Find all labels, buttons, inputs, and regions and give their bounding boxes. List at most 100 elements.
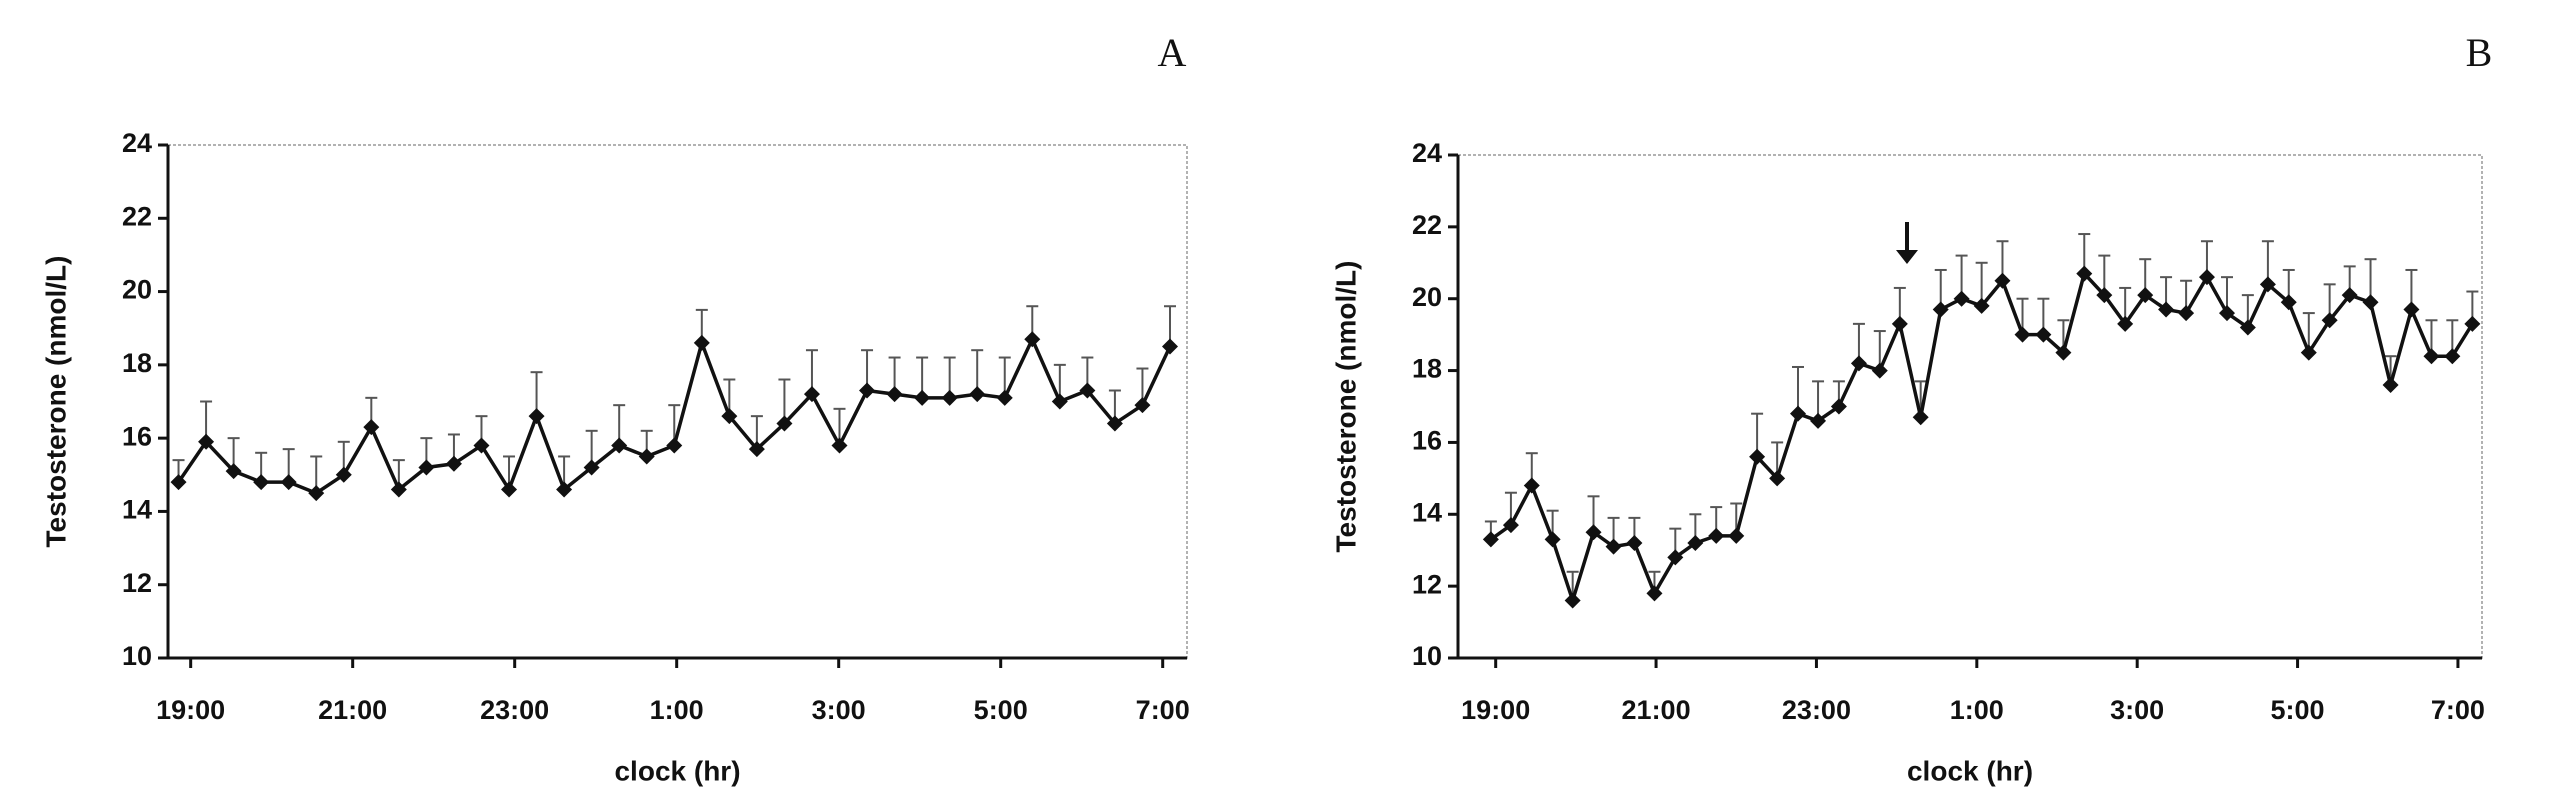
- y-tick-label: 14: [122, 495, 152, 525]
- data-point: [1523, 477, 1540, 494]
- data-point: [1482, 531, 1499, 548]
- data-point: [693, 334, 710, 351]
- x-tick-label: 1:00: [1950, 695, 2004, 725]
- data-point: [2076, 265, 2093, 282]
- data-point: [2259, 276, 2276, 293]
- data-point: [2300, 344, 2317, 361]
- x-axis-label: clock (hr): [614, 755, 740, 786]
- data-point: [1810, 412, 1827, 429]
- data-point: [2137, 287, 2154, 304]
- x-tick-label: 19:00: [156, 695, 225, 725]
- y-tick-label: 18: [1412, 354, 1442, 384]
- data-point: [941, 389, 958, 406]
- data-point: [803, 386, 820, 403]
- data-point: [556, 481, 573, 498]
- data-point: [418, 459, 435, 476]
- y-tick-label: 22: [122, 201, 152, 231]
- data-point: [611, 437, 628, 454]
- data-point: [1502, 517, 1519, 534]
- data-point: [2280, 294, 2297, 311]
- data-point: [170, 474, 187, 491]
- plot-frame: [167, 144, 1188, 659]
- data-point: [2321, 312, 2338, 329]
- data-point: [473, 437, 490, 454]
- x-tick-label: 19:00: [1461, 695, 1530, 725]
- data-point: [2055, 344, 2072, 361]
- data-point: [1161, 338, 1178, 355]
- y-tick-label: 14: [1412, 497, 1442, 527]
- x-tick-label: 7:00: [1136, 695, 1190, 725]
- arrow: [1896, 222, 1918, 264]
- x-tick-label: 1:00: [650, 695, 704, 725]
- data-point: [1585, 524, 1602, 541]
- panel-label: B: [2466, 30, 2493, 75]
- y-axis-label: Testosterone (nmol/L): [40, 256, 71, 548]
- data-point: [583, 459, 600, 476]
- data-point: [1994, 272, 2011, 289]
- data-point: [528, 408, 545, 425]
- data-point: [1830, 398, 1847, 415]
- data-point: [2444, 348, 2461, 365]
- data-point: [1932, 301, 1949, 318]
- data-point: [2219, 305, 2236, 322]
- data-point: [1728, 527, 1745, 544]
- data-point: [914, 389, 931, 406]
- y-tick-label: 12: [122, 568, 152, 598]
- x-tick-label: 7:00: [2431, 695, 2485, 725]
- data-point: [1079, 382, 1096, 399]
- data-point: [501, 481, 518, 498]
- x-tick-label: 5:00: [974, 695, 1028, 725]
- x-tick-label: 21:00: [1622, 695, 1691, 725]
- data-point: [886, 386, 903, 403]
- data-point: [2382, 376, 2399, 393]
- data-point: [2096, 287, 2113, 304]
- data-point: [363, 419, 380, 436]
- x-tick-label: 23:00: [480, 695, 549, 725]
- data-point: [280, 474, 297, 491]
- y-axis-label: Testosterone (nmol/L): [1330, 261, 1361, 553]
- x-axis-label: clock (hr): [1907, 755, 2033, 786]
- y-tick-label: 12: [1412, 569, 1442, 599]
- data-point: [748, 441, 765, 458]
- y-tick-label: 18: [122, 348, 152, 378]
- data-point: [1891, 315, 1908, 332]
- data-point: [1544, 531, 1561, 548]
- data-point: [1769, 470, 1786, 487]
- x-tick-label: 21:00: [318, 695, 387, 725]
- data-point: [666, 437, 683, 454]
- data-point: [1134, 397, 1151, 414]
- y-tick-label: 22: [1412, 210, 1442, 240]
- data-point: [2178, 305, 2195, 322]
- data-point: [198, 433, 215, 450]
- panel-label: A: [1158, 30, 1187, 75]
- data-point: [1749, 448, 1766, 465]
- data-point: [2198, 269, 2215, 286]
- x-tick-label: 23:00: [1782, 695, 1851, 725]
- x-tick-label: 3:00: [2110, 695, 2164, 725]
- data-point: [2014, 326, 2031, 343]
- data-point: [335, 466, 352, 483]
- data-point: [2239, 319, 2256, 336]
- data-point: [390, 481, 407, 498]
- data-point: [1789, 405, 1806, 422]
- data-point: [2035, 326, 2052, 343]
- data-point: [1871, 362, 1888, 379]
- data-point: [1912, 409, 1929, 426]
- data-point: [1850, 355, 1867, 372]
- y-tick-label: 20: [122, 275, 152, 305]
- y-tick-label: 24: [122, 128, 152, 158]
- data-point: [1106, 415, 1123, 432]
- data-point: [253, 474, 270, 491]
- data-point: [1646, 585, 1663, 602]
- data-point: [2362, 294, 2379, 311]
- data-point: [1024, 331, 1041, 348]
- data-point: [1687, 535, 1704, 552]
- data-point: [721, 408, 738, 425]
- data-point: [1626, 535, 1643, 552]
- data-point: [1708, 527, 1725, 544]
- y-tick-label: 10: [122, 641, 152, 671]
- data-point: [2403, 301, 2420, 318]
- plot-frame: [1457, 154, 2483, 659]
- data-point: [1051, 393, 1068, 410]
